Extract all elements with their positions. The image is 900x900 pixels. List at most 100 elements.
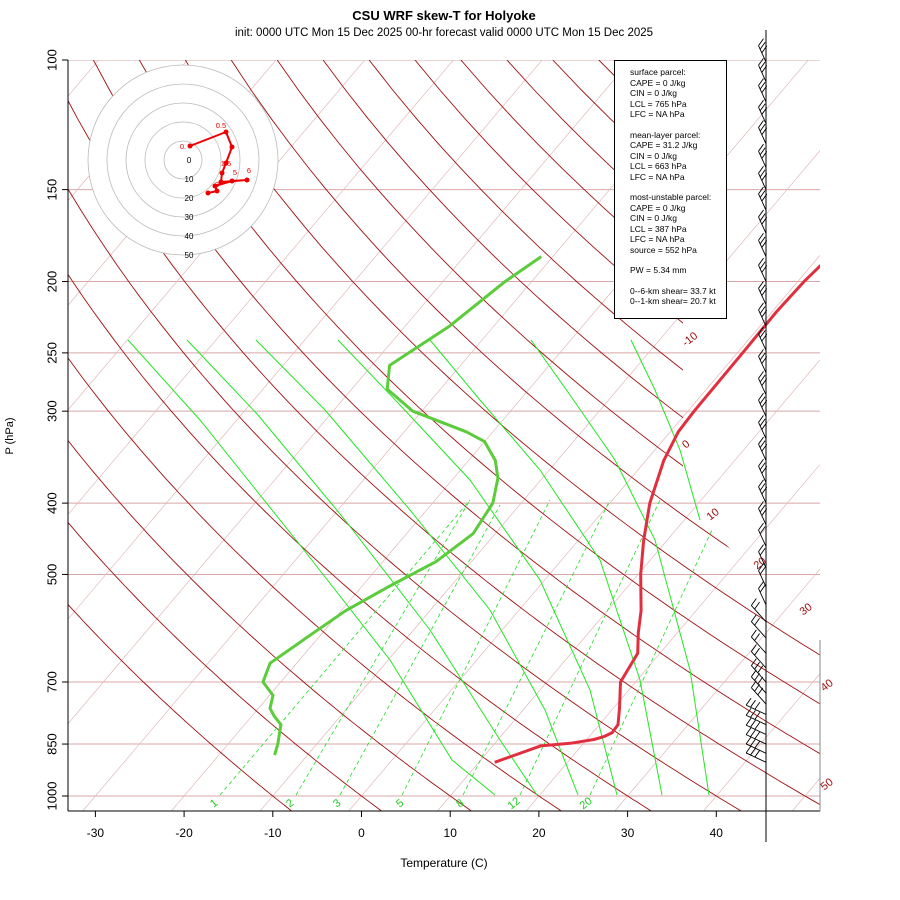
isotherm-label: 0: [680, 438, 692, 451]
hodograph-ring-label: 0: [187, 156, 192, 165]
wind-barb-feather: [750, 598, 757, 606]
wind-barb-feather: [754, 721, 761, 730]
hodograph-ring: [125, 102, 241, 218]
temperature-tick-label: 30: [621, 826, 635, 840]
wind-barb-feather: [761, 356, 768, 364]
pressure-tick-label: 100: [45, 49, 60, 71]
wind-barb-feather: [750, 699, 756, 708]
hodograph-point: [212, 183, 218, 189]
mixing-ratio-label: 1: [208, 797, 220, 810]
dry-adiabat: [322, 60, 820, 811]
most-unstable-heading: most-unstable parcel:: [630, 192, 712, 202]
wind-barb-feather: [761, 216, 768, 225]
wind-barb: [758, 508, 767, 525]
wind-barb-feather: [759, 236, 766, 245]
wind-barb-feather: [758, 120, 764, 128]
wind-barb-feather: [759, 169, 766, 178]
pressure-tick-label: 300: [45, 400, 60, 422]
hodograph-point-label: 5: [233, 168, 237, 177]
dry-adiabat: [368, 60, 820, 811]
wind-barb: [751, 605, 767, 623]
wind-barb-feather: [759, 306, 766, 314]
dry-adiabat: [68, 60, 563, 811]
moist-adiabat: [127, 339, 496, 796]
wind-barb-feather: [758, 392, 764, 401]
wind-barb-feather: [758, 522, 764, 531]
chart-title: CSU WRF skew-T for Holyoke: [352, 8, 535, 23]
dry-adiabat: [230, 60, 820, 811]
skewed-isotherm: [68, 60, 632, 725]
wind-barb-feather: [754, 617, 760, 626]
most-unstable-lcl: LCL = 387 hPa: [630, 223, 687, 234]
wind-barb-feather: [754, 647, 760, 656]
hodograph-point: [223, 160, 229, 166]
wind-barb: [758, 216, 767, 234]
wind-barbs: [745, 38, 768, 763]
wind-barb-feather: [758, 99, 764, 108]
mixing-ratio-line: [295, 499, 471, 796]
hodograph-point-label: 3: [215, 180, 219, 189]
wind-barb-feather: [759, 483, 766, 491]
wind-barb-feather: [761, 173, 768, 181]
wind-barb-feather: [754, 701, 761, 710]
wind-barb-feather: [754, 683, 760, 692]
x-axis-label: Temperature (C): [400, 856, 487, 870]
mixing-ratio-line: [519, 499, 661, 796]
wind-barb: [758, 486, 767, 504]
dry-adiabat: [276, 60, 820, 811]
wind-barb: [758, 45, 767, 63]
pressure-tick-label: 1000: [45, 782, 60, 811]
wind-barb-feather: [761, 333, 768, 342]
pressure-tick-label: 250: [45, 342, 60, 364]
mean-layer-cin: CIN = 0 J/kg: [630, 150, 678, 161]
chart-subtitle: init: 0000 UTC Mon 15 Dec 2025 00-hr for…: [235, 27, 653, 39]
pressure-tick-label: 200: [45, 271, 60, 293]
wind-barb: [758, 240, 767, 257]
wind-barb-feather: [754, 633, 760, 641]
dry-adiabat: [68, 60, 383, 811]
hodograph-point: [214, 188, 220, 194]
wind-barb: [745, 714, 767, 726]
skewed-isotherm: [259, 150, 820, 811]
temperature-tick-label: -10: [264, 826, 282, 840]
pressure-tick-label: 700: [45, 671, 60, 693]
temperature-line: [494, 263, 820, 764]
wind-barb-feather: [759, 418, 766, 427]
skewed-isotherm: [614, 568, 820, 811]
y-axis-label: P (hPa): [4, 417, 16, 454]
wind-barb: [758, 399, 767, 417]
hodograph-point: [244, 177, 250, 183]
moist-adiabat: [186, 339, 538, 796]
dry-adiabat: [68, 60, 293, 811]
hodograph-point: [229, 144, 235, 150]
wind-barb-feather: [758, 349, 764, 357]
mixing-ratio-label: 20: [578, 795, 595, 812]
hodograph-point: [205, 190, 211, 196]
wind-barb: [751, 621, 767, 639]
mean-layer-cape: CAPE = 31.2 J/kg: [630, 140, 698, 150]
wind-barb-feather: [758, 544, 764, 552]
wind-barb-feather: [754, 601, 760, 610]
wind-barb-feather: [754, 749, 761, 758]
dry-adiabat: [93, 60, 820, 811]
wind-barb: [758, 65, 767, 82]
wind-barb-feather: [754, 673, 760, 681]
wind-barb-feather: [750, 747, 756, 756]
dry-adiabat: [782, 60, 820, 811]
surface-cape: CAPE = 0 J/kg: [630, 77, 686, 88]
moist-adiabat: [255, 339, 579, 796]
wind-barb-feather: [761, 508, 768, 516]
wind-barb-feather: [745, 736, 752, 745]
mixing-ratio-label: 8: [454, 797, 466, 810]
wind-barb-feather: [754, 712, 761, 720]
wind-barb: [751, 651, 767, 669]
mean-layer-parcel-group: mean-layer parcel: CAPE = 31.2 J/kg CIN …: [630, 130, 726, 183]
wind-barb-feather: [759, 81, 766, 90]
temperature-tick-label: 0: [358, 826, 365, 840]
mixing-ratio-line: [219, 499, 471, 796]
wind-barb: [751, 665, 767, 683]
wind-barb-feather: [761, 265, 768, 273]
wind-barb-feather: [759, 566, 766, 575]
wind-barb-feather: [761, 240, 768, 248]
